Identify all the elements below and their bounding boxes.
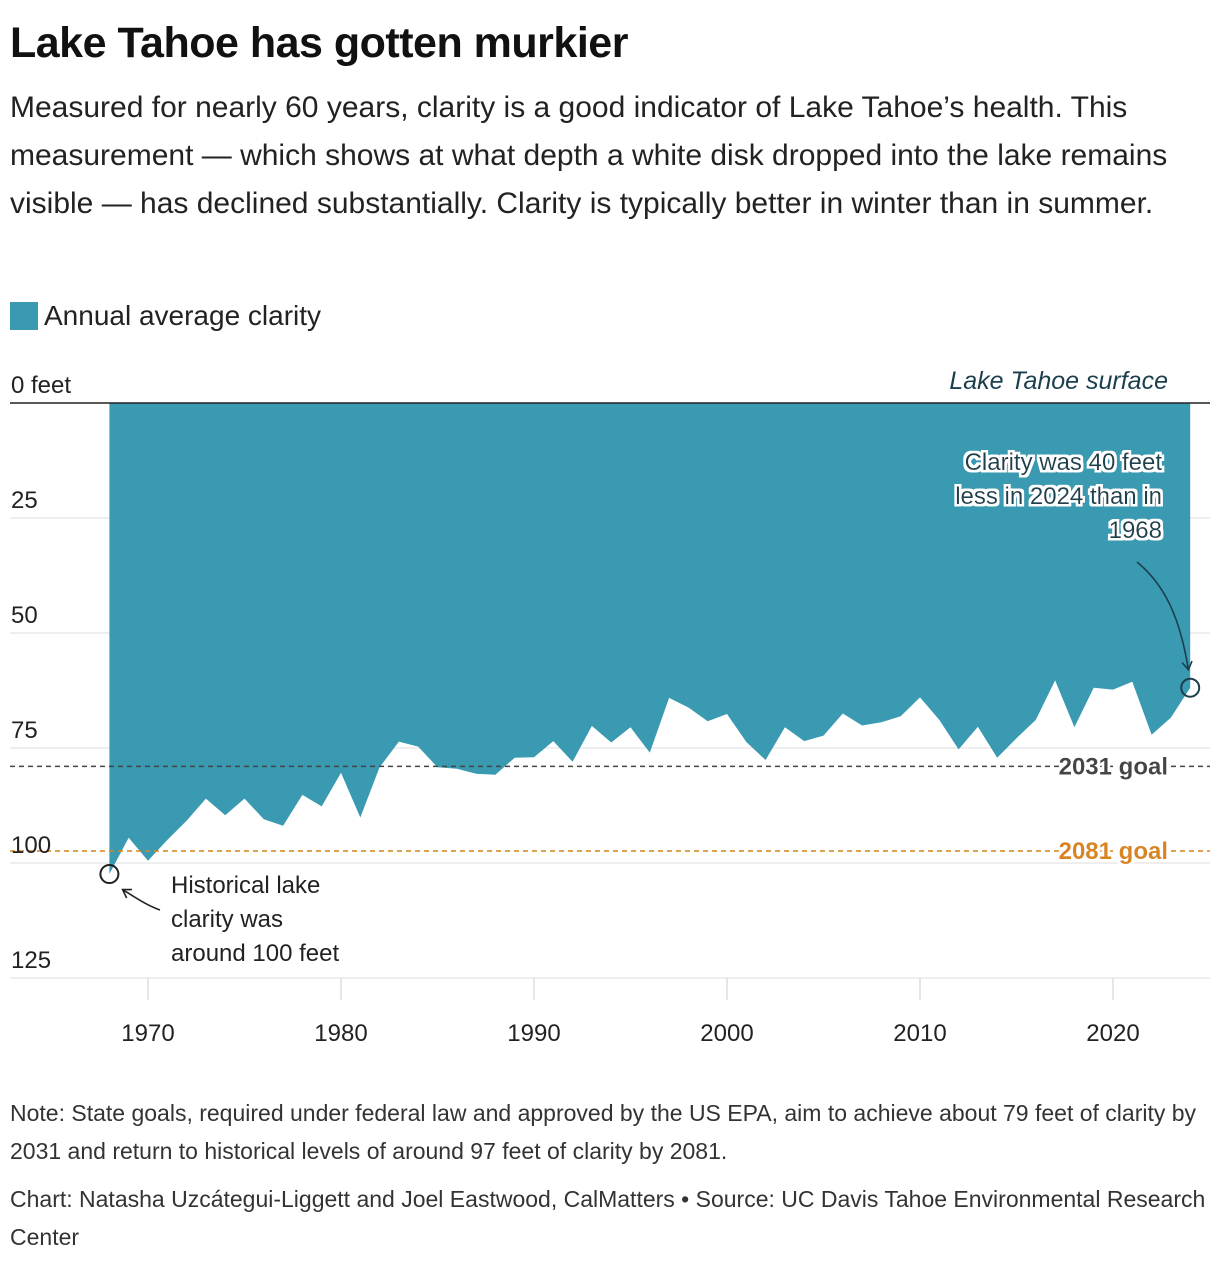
data-point xyxy=(919,696,921,698)
axis-layer: 0 feet 25 50 75 100 125 Lake Tahoe surface 1970… xyxy=(10,367,1210,1047)
data-point xyxy=(1073,726,1075,728)
y-tick-label: 75 xyxy=(11,717,38,744)
annotation-2024-text: 1968 xyxy=(1109,517,1162,544)
data-point xyxy=(726,713,728,715)
y-tick-label: 125 xyxy=(11,947,51,974)
annotation-1968-text: Historical lake xyxy=(171,872,320,899)
data-point xyxy=(958,748,960,750)
data-point xyxy=(128,837,130,839)
data-point xyxy=(359,817,361,819)
data-point xyxy=(996,757,998,759)
data-point xyxy=(938,719,940,721)
annotation-1968-text: around 100 feet xyxy=(171,940,339,967)
data-point xyxy=(1170,717,1172,719)
y-tick-label: 100 xyxy=(11,832,51,859)
data-point xyxy=(321,805,323,807)
x-tick-label: 2010 xyxy=(893,1020,946,1047)
data-point xyxy=(301,794,303,796)
annotation-2024-text: less in 2024 than in xyxy=(955,483,1162,510)
data-point xyxy=(707,720,709,722)
data-point xyxy=(108,873,110,875)
y-tick-label: 0 feet xyxy=(11,372,71,399)
data-point xyxy=(224,814,226,816)
data-point xyxy=(456,768,458,770)
data-point xyxy=(842,713,844,715)
data-point xyxy=(1112,689,1114,691)
y-tick-label: 50 xyxy=(11,602,38,629)
data-point xyxy=(475,773,477,775)
data-point xyxy=(1151,734,1153,736)
data-point xyxy=(765,759,767,761)
data-point xyxy=(494,774,496,776)
legend-swatch xyxy=(10,302,38,330)
surface-label: Lake Tahoe surface xyxy=(949,367,1168,395)
data-point xyxy=(803,740,805,742)
data-point xyxy=(687,707,689,709)
data-point xyxy=(166,839,168,841)
annotation-2024-arrow xyxy=(1136,561,1193,672)
data-point xyxy=(340,772,342,774)
chart-legend: Annual average clarity xyxy=(10,300,321,332)
data-point xyxy=(977,726,979,728)
data-point xyxy=(591,725,593,727)
data-point xyxy=(263,818,265,820)
area-layer xyxy=(108,403,1191,875)
data-point xyxy=(514,757,516,759)
annotation-1968-arrow xyxy=(121,888,161,911)
annotation-2024-text: Clarity was 40 feet xyxy=(965,449,1163,476)
data-point xyxy=(1035,719,1037,721)
data-point xyxy=(1054,679,1056,681)
data-point xyxy=(1016,737,1018,739)
chart-subtitle: Measured for nearly 60 years, clarity is… xyxy=(10,91,1168,220)
y-tick-label: 25 xyxy=(11,487,38,514)
clarity-area xyxy=(109,403,1191,874)
data-point xyxy=(147,860,149,862)
data-point xyxy=(610,742,612,744)
data-point xyxy=(552,740,554,742)
clarity-area-chart: 2031 goal 2081 goal 0 feet 25 50 75 100 125 Lak… xyxy=(10,367,1210,1047)
data-point xyxy=(572,761,574,763)
goal-2031-label: 2031 goal xyxy=(1059,753,1168,780)
data-point xyxy=(784,726,786,728)
data-point xyxy=(205,798,207,800)
data-point xyxy=(398,741,400,743)
x-tick-label: 1970 xyxy=(121,1020,174,1047)
x-tick-label: 2020 xyxy=(1086,1020,1139,1047)
chart-title: Lake Tahoe has gotten murkier xyxy=(10,19,628,67)
data-point xyxy=(823,735,825,737)
data-point xyxy=(186,820,188,822)
data-point xyxy=(900,715,902,717)
data-point xyxy=(244,798,246,800)
chart-credit: Chart: Natasha Uzcátegui-Liggett and Joe… xyxy=(10,1186,1206,1250)
data-point xyxy=(630,726,632,728)
data-point xyxy=(668,697,670,699)
annotation-1968-circle xyxy=(99,864,120,885)
x-tick-label: 1990 xyxy=(507,1020,560,1047)
data-point xyxy=(417,746,419,748)
data-point xyxy=(282,825,284,827)
annotation-layer: Clarity was 40 feet less in 2024 than in 1… xyxy=(99,449,1201,967)
data-point xyxy=(649,752,651,754)
data-point xyxy=(880,721,882,723)
legend-label: Annual average clarity xyxy=(44,300,322,331)
annotation-2024-circle xyxy=(1180,677,1201,698)
annotation-1968-text: clarity was xyxy=(171,906,283,933)
data-point xyxy=(861,725,863,727)
data-point xyxy=(745,741,747,743)
data-point xyxy=(1093,687,1095,689)
data-point xyxy=(1131,681,1133,683)
x-tick-label: 2000 xyxy=(700,1020,753,1047)
chart-note: Note: State goals, required under federa… xyxy=(10,1100,1197,1164)
data-point xyxy=(1189,687,1191,689)
goal-2081-label: 2081 goal xyxy=(1059,838,1168,865)
reference-lines: 2031 goal 2081 goal xyxy=(10,753,1210,865)
x-tick-label: 1980 xyxy=(314,1020,367,1047)
data-point xyxy=(533,756,535,758)
